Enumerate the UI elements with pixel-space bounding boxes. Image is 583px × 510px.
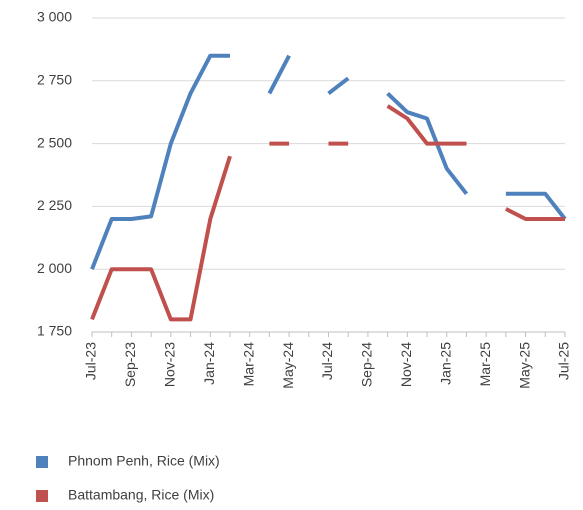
legend-label: Battambang, Rice (Mix) (68, 487, 214, 503)
x-tick-label: Jul-23 (83, 342, 99, 380)
series-line (90, 53, 567, 270)
y-tick-label: 2 500 (37, 134, 72, 150)
y-tick-label: 2 750 (37, 72, 72, 88)
legend-label: Phnom Penh, Rice (Mix) (68, 453, 220, 469)
y-tick-label: 1 750 (37, 323, 72, 339)
series-line (90, 104, 565, 322)
x-tick-label: Nov-24 (398, 342, 414, 387)
x-tick-label: Mar-24 (240, 342, 256, 387)
x-tick-label: Jan-25 (437, 342, 453, 385)
legend-swatch (36, 490, 48, 502)
y-tick-label: 3 000 (37, 9, 72, 25)
x-tick-label: Jul-25 (556, 342, 572, 380)
x-tick-label: May-24 (280, 342, 296, 389)
x-tick-label: Jan-24 (201, 342, 217, 385)
x-tick-label: Sep-23 (122, 342, 138, 387)
y-tick-label: 2 000 (37, 260, 72, 276)
x-tick-label: Nov-23 (162, 342, 178, 387)
x-tick-label: Sep-24 (359, 342, 375, 387)
y-tick-label: 2 250 (37, 197, 72, 213)
legend-swatch (36, 456, 48, 468)
x-tick-label: Jul-24 (319, 342, 335, 380)
x-tick-label: Mar-25 (477, 342, 493, 387)
x-tick-label: May-25 (516, 342, 532, 389)
